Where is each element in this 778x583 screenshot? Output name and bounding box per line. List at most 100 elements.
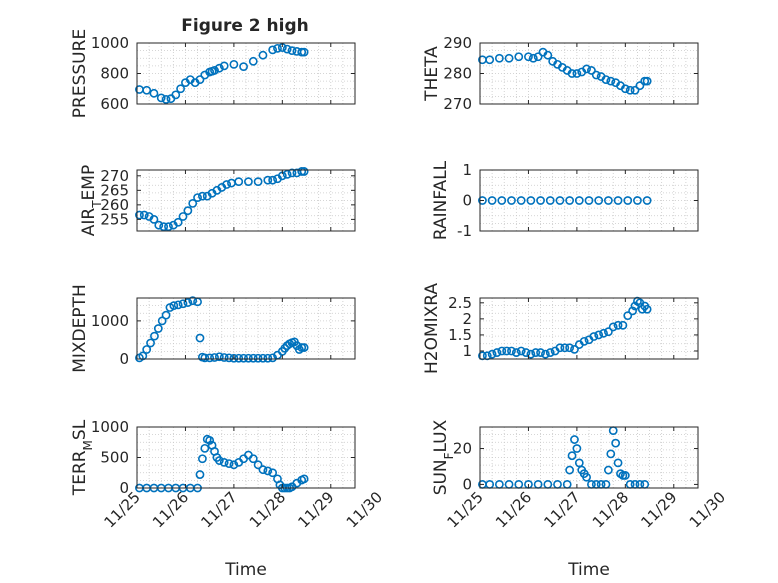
air_temp-point: [154, 220, 164, 230]
x-tick-label: 11/26: [492, 488, 535, 531]
h2omixra-point: [565, 343, 575, 353]
y-tick-label: 0: [462, 192, 472, 210]
air_temp-point: [193, 193, 202, 202]
air_temp-point: [135, 210, 144, 220]
h2omixra-point: [531, 348, 541, 357]
rainfall-point: [623, 196, 633, 205]
pressure-point: [156, 93, 166, 103]
theta-point: [601, 75, 611, 84]
mixdepth-point: [138, 351, 148, 361]
h2omixra-point: [599, 328, 608, 338]
h2omixra-point: [536, 348, 545, 357]
h2omixra-chart: 11.522.5 H2OMIXRA: [422, 283, 699, 374]
mixdepth-point: [263, 353, 273, 363]
h2omixra-point: [628, 306, 637, 316]
rainfall-point: [584, 196, 594, 205]
y-tick-label: 1000: [91, 312, 129, 330]
rainfall-point: [603, 196, 613, 205]
y-tick-label: 265: [100, 181, 129, 199]
air_temp-point: [149, 214, 159, 224]
air_temp-point: [222, 180, 232, 189]
pressure-point: [176, 84, 185, 94]
air_temp-point: [139, 210, 149, 220]
y-tick-label: 1000: [91, 418, 129, 436]
x-tick-label: 11/29: [637, 488, 680, 531]
y-tick-label: 2: [462, 310, 472, 328]
pressure-point: [282, 44, 292, 54]
sun_flux-point: [572, 444, 582, 453]
theta-point: [620, 84, 630, 94]
y-tick-label: 255: [100, 210, 129, 228]
theta-point: [606, 76, 616, 86]
x-tick-label: 11/29: [294, 488, 337, 531]
y-axis-label: MIXDEPTH: [70, 284, 90, 373]
h2omixra-point: [487, 349, 497, 359]
terr_msl-point: [258, 465, 268, 475]
axes-box: [479, 426, 699, 489]
theta-point: [630, 85, 640, 95]
theta-point: [533, 52, 543, 62]
h2omixra-point: [608, 322, 618, 332]
air_temp-point: [234, 177, 244, 187]
axes-box: [479, 297, 699, 360]
sun_flux-point: [613, 458, 623, 468]
sun_flux-point: [603, 465, 613, 475]
h2omixra-point: [545, 348, 555, 357]
rainfall-point: [497, 196, 507, 205]
mixdepth-point: [229, 353, 239, 363]
air_temp-point: [244, 177, 253, 187]
mixdepth-point: [157, 316, 167, 326]
sun_flux-point: [606, 449, 616, 459]
air_temp-point: [183, 206, 193, 216]
pressure-point: [210, 66, 219, 75]
mixdepth-point: [183, 298, 193, 307]
h2omixra-point: [511, 348, 521, 357]
mixdepth-point: [178, 299, 188, 309]
theta-point: [582, 64, 591, 74]
rainfall-point: [594, 196, 604, 205]
terr_msl-point: [200, 443, 210, 453]
theta-point: [625, 85, 635, 95]
h2omixra-point: [521, 348, 531, 357]
air_temp-point: [159, 222, 169, 232]
theta-point: [635, 81, 645, 91]
x-tick-label: 11/26: [149, 488, 192, 531]
mixdepth-point: [161, 310, 171, 320]
h2omixra-point: [603, 327, 613, 337]
terr_msl-point: [263, 466, 273, 476]
y-tick-label: 20: [453, 440, 472, 458]
x-axis-label-right: Time: [567, 560, 610, 580]
terr_msl-point: [195, 470, 205, 479]
terr_msl-point: [197, 454, 207, 464]
rainfall-point: [536, 196, 545, 205]
mixdepth-point: [195, 333, 205, 343]
air_temp-point: [287, 168, 297, 178]
h2omixra-point: [642, 304, 652, 314]
y-tick-label: 280: [443, 65, 472, 83]
h2omixra-point: [623, 311, 633, 321]
terr_msl-point: [224, 459, 234, 468]
y-tick-label: -1: [457, 222, 472, 240]
y-tick-label: 1000: [91, 34, 129, 52]
terr-msl-chart: 11/25 11/26 11/27 11/28 11/29 11/3005001000TE…: [70, 418, 386, 531]
rainfall-point: [633, 196, 642, 205]
rainfall-point: [555, 196, 565, 205]
pressure-point: [142, 85, 152, 95]
y-tick-label: 0: [119, 350, 129, 368]
x-tick-label: 11/30: [686, 488, 729, 531]
y-axis-label: RAINFALL: [431, 160, 451, 240]
pressure-point: [299, 47, 309, 57]
rainfall-point: [574, 196, 584, 205]
pressure-point: [195, 75, 205, 84]
terr_msl-point: [205, 436, 215, 445]
y-tick-label: 0: [119, 479, 129, 497]
pressure-point: [219, 61, 229, 71]
terr_msl-point: [229, 460, 239, 470]
sun_flux-point: [582, 472, 591, 482]
mixdepth-point: [173, 300, 183, 310]
h2omixra-point: [579, 336, 589, 346]
h2omixra-point: [560, 343, 570, 353]
